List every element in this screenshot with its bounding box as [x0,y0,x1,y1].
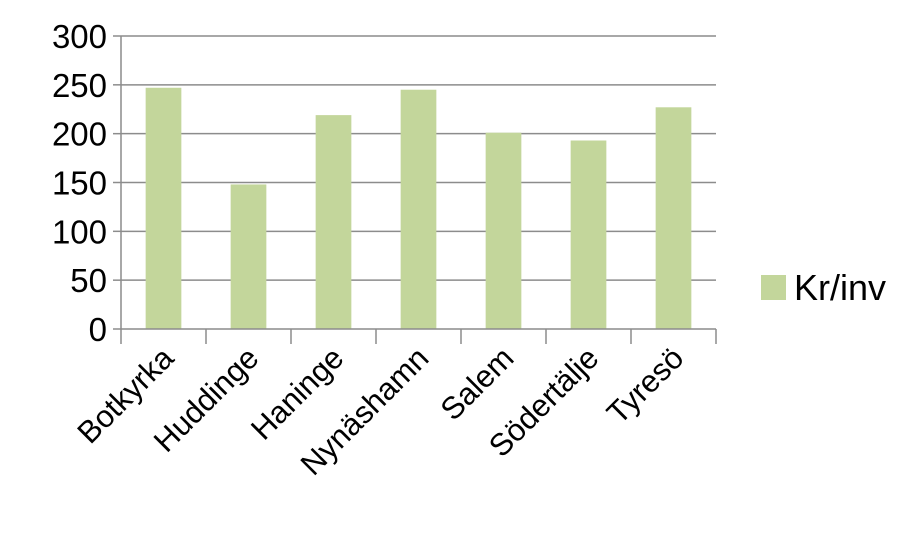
x-axis-category-labels: BotkyrkaHuddingeHaningeNynäshamnSalemSöd… [70,340,690,482]
legend-label: Kr/inv [794,267,886,308]
bar [315,115,352,329]
y-tick-label: 50 [70,262,107,299]
legend: Kr/inv [761,267,886,308]
bar [655,107,692,330]
bars [145,87,692,330]
legend-swatch [761,275,786,300]
bar [570,140,607,329]
bar [485,132,522,329]
y-tick-label: 0 [89,311,107,348]
bar [400,89,437,329]
y-tick-label: 300 [52,18,107,55]
y-tick-label: 200 [52,116,107,153]
y-tick-label: 100 [52,213,107,250]
x-category-label: Tyresö [600,340,691,431]
bar [230,184,267,329]
bar [145,87,182,329]
y-axis-tick-labels: 0 50 100 150 200 250 300 [52,18,107,348]
y-tick-label: 150 [52,165,107,202]
x-axis [120,36,717,344]
y-tick-label: 250 [52,67,107,104]
